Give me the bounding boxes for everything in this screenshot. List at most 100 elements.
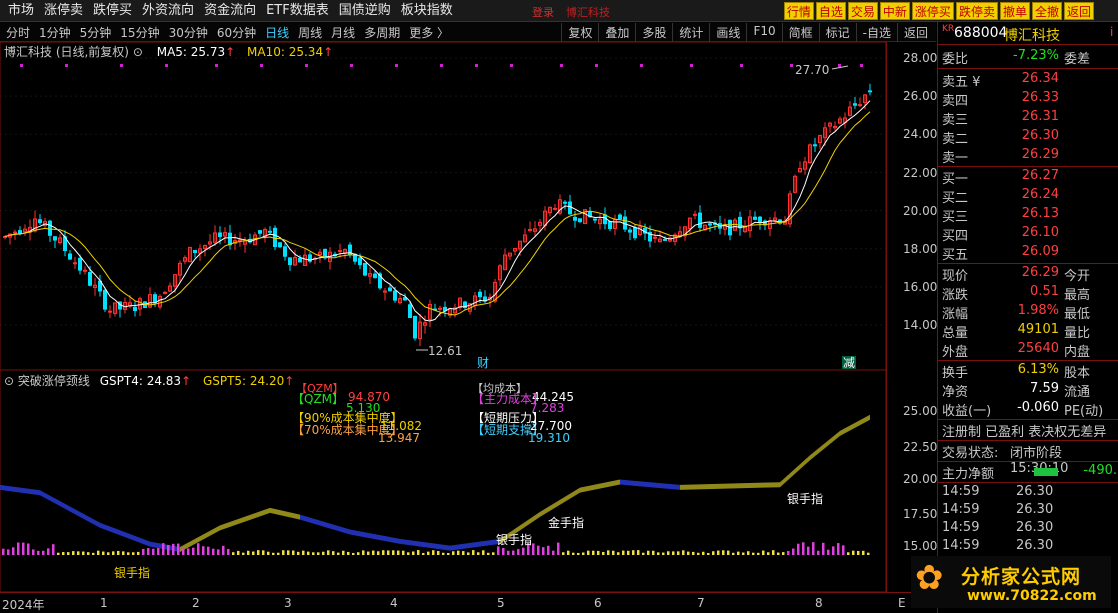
tick-price: 26.30 [1016,502,1054,517]
indicator-collapse-icon[interactable]: ⊙ [4,374,18,388]
stat-label: 换手 [942,366,969,381]
back-button[interactable]: 返回 [1063,2,1094,20]
bid-row[interactable]: 买二 26.24 [938,187,1118,206]
ask-row[interactable]: 卖三 26.31 [938,109,1118,128]
menu-etf-table[interactable]: ETF数据表 [266,3,329,18]
signal-dot [120,64,123,67]
current-stock-link[interactable]: 博汇科技 [566,6,610,19]
price-tick: 28.00 [903,51,938,65]
ask-row[interactable]: 卖四 26.33 [938,90,1118,109]
new-shares-button[interactable]: 中新 [879,2,910,20]
limit-down-sell-button[interactable]: 跌停卖 [955,2,998,20]
histogram-bar [152,548,155,555]
histogram-bar [527,542,530,555]
bid-row[interactable]: 买五 26.09 [938,244,1118,263]
menu-repo[interactable]: 国债逆购 [338,3,391,18]
signal-dot [740,64,743,67]
candle-body [683,226,687,237]
histogram-bar [502,547,505,555]
tool-stats[interactable]: 统计 [672,23,709,42]
menu-capital-flow[interactable]: 资金流向 [204,3,257,18]
histogram-bar [577,552,580,555]
tool-draw-line[interactable]: 画线 [709,23,746,42]
histogram-bar [717,550,720,555]
bid-row[interactable]: 买一 26.27 [938,168,1118,187]
gspt-ribbon [540,487,580,517]
stat-label: 现价 [942,269,969,284]
bid-row[interactable]: 买三 26.13 [938,206,1118,225]
tool-mark[interactable]: 标记 [818,23,856,42]
tool-f10[interactable]: F10 [746,23,781,42]
tab-60min[interactable]: 60分钟 [216,26,257,40]
bid-price: 26.24 [1021,187,1059,202]
candle-body [818,135,822,144]
gspt-ribbon [400,538,450,551]
ask-row[interactable]: 卖五 ¥ 26.34 [938,71,1118,90]
kline-chart[interactable]: 27.70 12.61 财 减 [0,42,886,370]
tool-multi-stock[interactable]: 多股 [635,23,672,42]
tab-daily[interactable]: 日线 [265,26,290,40]
tool-watchlist[interactable]: -自选 [855,23,897,42]
histogram-bar [182,548,185,555]
candle-body [858,104,862,107]
histogram-bar [317,552,320,555]
tool-overlay[interactable]: 叠加 [598,23,635,42]
weicha-label: 委差 [1064,52,1091,67]
histogram-bar [497,546,500,555]
tab-multi-period[interactable]: 多周期 [364,26,401,40]
candle-body [658,238,662,243]
ask-row[interactable]: 卖二 26.30 [938,128,1118,147]
histogram-bar [507,550,510,555]
signal-dot [475,64,478,67]
candle-body [283,246,287,257]
limit-up-buy-button[interactable]: 涨停买 [911,2,954,20]
tab-timeshare[interactable]: 分时 [6,26,31,40]
tab-5min[interactable]: 5分钟 [79,26,112,40]
candle-body [463,301,467,309]
ask-row[interactable]: 卖一 26.29 [938,147,1118,166]
histogram-bar [542,547,545,555]
tab-monthly[interactable]: 月线 [331,26,356,40]
menu-foreign-flow[interactable]: 外资流向 [142,3,195,18]
candle-body [83,269,87,272]
stat-row: 现价 26.29 今开 [938,265,1118,284]
menu-limit-down-buy[interactable]: 跌停买 [93,3,133,18]
histogram-bar [677,551,680,555]
stat-row: 外盘 25640 内盘 [938,341,1118,360]
candle-body [393,290,397,301]
tick-price: 26.30 [1016,520,1054,535]
collapse-icon[interactable]: ⊙ [132,45,143,59]
watchlist-button[interactable]: 自选 [815,2,846,20]
tool-adjust[interactable]: 复权 [561,23,598,42]
gspt-ribbon [100,522,150,547]
histogram-bar [637,550,640,555]
candle-body [308,254,312,262]
menu-market[interactable]: 市场 [8,3,35,18]
histogram-bar [797,543,800,555]
login-link[interactable]: 登录 [532,6,554,19]
menu-sector-index[interactable]: 板块指数 [400,3,453,18]
histogram-bar [462,551,465,555]
histogram-bar [57,552,60,555]
candle-body [163,291,167,295]
x-tick: 7 [697,596,705,610]
value-7283: 7.283 [530,401,564,415]
trade-button[interactable]: 交易 [847,2,878,20]
tab-more[interactable]: 更多 〉 [409,26,450,40]
tab-30min[interactable]: 30分钟 [168,26,208,40]
netflow-value: -490. [1083,463,1117,478]
tool-simple-frame[interactable]: 简框 [781,23,819,42]
menu-limit-up-sell[interactable]: 涨停卖 [44,3,84,18]
tab-1min[interactable]: 1分钟 [39,26,71,40]
info-icon[interactable]: i [1110,25,1114,39]
signal-dot [260,64,263,67]
cancel-order-button[interactable]: 撤单 [999,2,1030,20]
tab-weekly[interactable]: 周线 [298,26,323,40]
indicator-chart[interactable]: 【QZM】 94.870 【QZM】5.130【90%成本集中度】【70%成本集中度… [0,370,886,592]
quote-button[interactable]: 行情 [783,2,814,20]
candle-body [148,294,152,308]
tool-back[interactable]: 返回 [896,23,934,42]
cancel-all-button[interactable]: 全撤 [1031,2,1062,20]
tab-15min[interactable]: 15分钟 [120,26,160,40]
bid-row[interactable]: 买四 26.10 [938,225,1118,244]
